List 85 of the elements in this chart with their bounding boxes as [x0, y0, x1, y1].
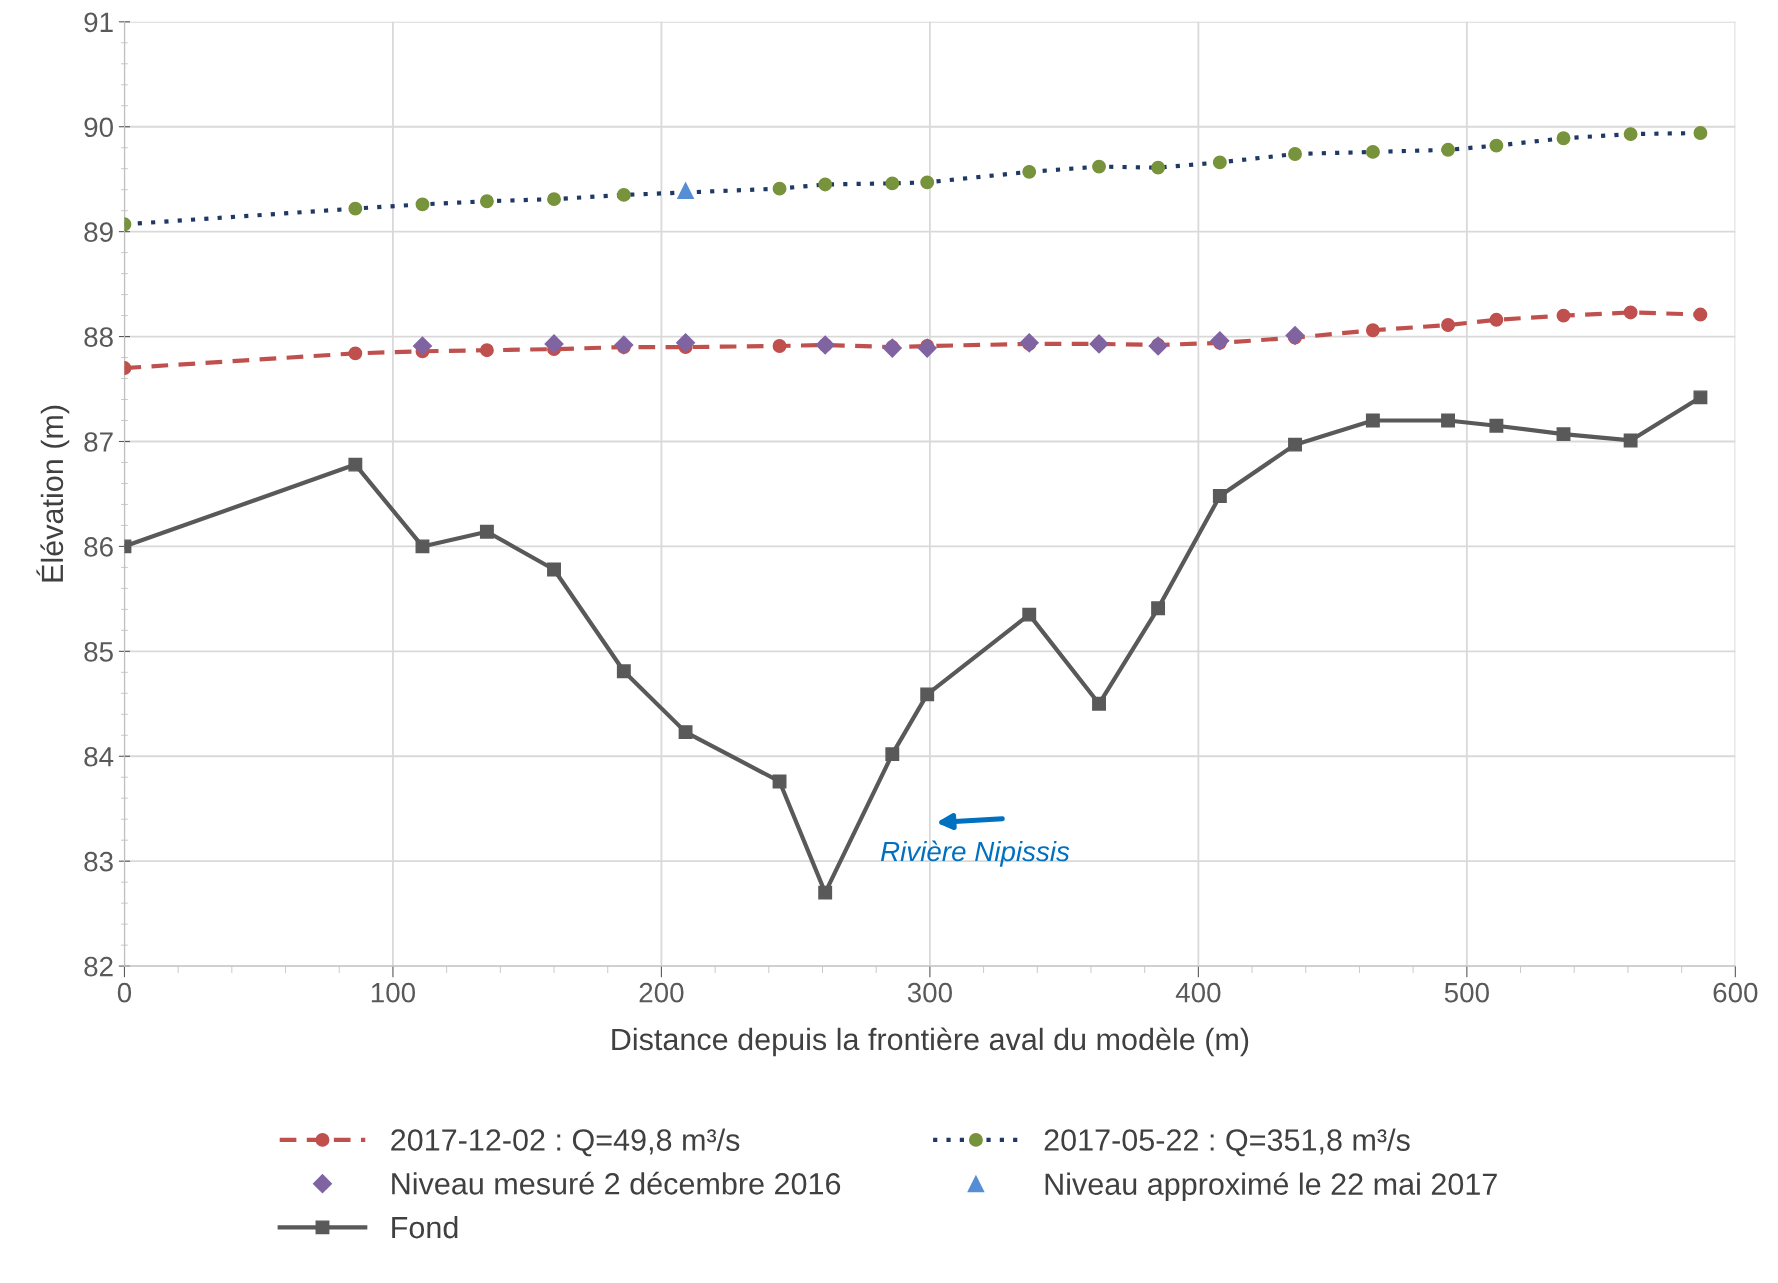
point — [479, 343, 494, 358]
y-tick-label: 86 — [84, 537, 113, 557]
x-tick-label: 400 — [1175, 982, 1221, 1003]
point — [1623, 305, 1638, 320]
y-axis-title: Élévation (m) — [36, 405, 70, 582]
point — [1556, 308, 1571, 323]
point — [677, 182, 694, 200]
legend-label: Niveau approximé le 22 mai 2017 — [1045, 1172, 1497, 1202]
point — [1148, 336, 1168, 356]
point — [1693, 307, 1708, 322]
y-tick-label: 85 — [84, 642, 113, 662]
point — [920, 175, 935, 190]
y-tick-label: 90 — [84, 117, 113, 138]
point — [616, 664, 631, 679]
point — [676, 333, 696, 353]
point — [772, 774, 787, 789]
point — [614, 335, 634, 355]
y-tick-label: 87 — [84, 432, 113, 452]
x-tick-label: 600 — [1713, 982, 1758, 1003]
point — [544, 334, 564, 354]
point — [917, 338, 937, 358]
point — [1556, 131, 1571, 146]
point — [678, 725, 693, 740]
point — [348, 346, 363, 361]
point — [479, 524, 494, 539]
point — [1489, 312, 1504, 327]
point — [1288, 147, 1302, 161]
point — [1285, 325, 1305, 346]
point — [1441, 142, 1456, 157]
point — [415, 539, 430, 554]
y-tick-label: 89 — [84, 222, 113, 242]
legend-label: 2017-12-02 : Q=49,8 m³/s — [391, 1128, 740, 1157]
point — [1151, 601, 1166, 616]
legend-label: 2017-05-22 : Q=351,8 m³/s — [1044, 1128, 1410, 1157]
y-tick-label: 91 — [84, 12, 113, 33]
point — [1693, 126, 1708, 140]
point — [885, 176, 900, 191]
point — [920, 687, 935, 702]
point — [348, 201, 363, 216]
point — [1210, 331, 1230, 351]
y-tick-label: 83 — [84, 851, 113, 872]
y-tick-label: 88 — [84, 327, 113, 347]
point — [885, 747, 900, 762]
point — [772, 339, 787, 353]
point — [1489, 418, 1504, 433]
point — [415, 197, 430, 212]
point — [1693, 390, 1708, 405]
point — [818, 177, 833, 192]
point — [1022, 607, 1037, 622]
y-tick-label: 82 — [84, 956, 113, 977]
y-tick-label: 84 — [84, 746, 114, 767]
point — [1441, 413, 1456, 428]
legend-label: Niveau mesuré 2 décembre 2016 — [392, 1171, 841, 1195]
point — [1092, 159, 1106, 174]
x-tick-label: 300 — [907, 982, 952, 1003]
point — [1288, 437, 1302, 452]
x-axis-title: Distance depuis la frontière aval du modèle (m) — [612, 1027, 1249, 1057]
point — [547, 562, 561, 577]
point — [547, 192, 561, 207]
point — [479, 194, 494, 209]
point — [1365, 413, 1380, 428]
point — [616, 187, 631, 202]
point — [882, 338, 902, 358]
annotation: Rivière Nipissis — [880, 840, 1070, 867]
point — [1365, 144, 1380, 159]
point — [1212, 489, 1227, 503]
point — [1092, 696, 1106, 711]
x-tick-label: 500 — [1444, 982, 1489, 1003]
point — [1489, 138, 1504, 153]
legend-label: Fond — [392, 1215, 458, 1239]
point — [348, 457, 363, 472]
point — [1623, 127, 1638, 142]
point — [1212, 155, 1227, 170]
point — [1441, 318, 1456, 332]
point — [772, 181, 787, 196]
point — [818, 885, 833, 900]
x-tick-label: 0 — [117, 982, 132, 1003]
point — [1022, 164, 1037, 179]
point — [1365, 323, 1380, 338]
point — [412, 336, 433, 356]
point — [1556, 427, 1571, 442]
point — [1623, 433, 1638, 448]
x-tick-label: 200 — [639, 982, 684, 1003]
x-tick-label: 100 — [371, 982, 416, 1003]
point — [1151, 160, 1166, 175]
